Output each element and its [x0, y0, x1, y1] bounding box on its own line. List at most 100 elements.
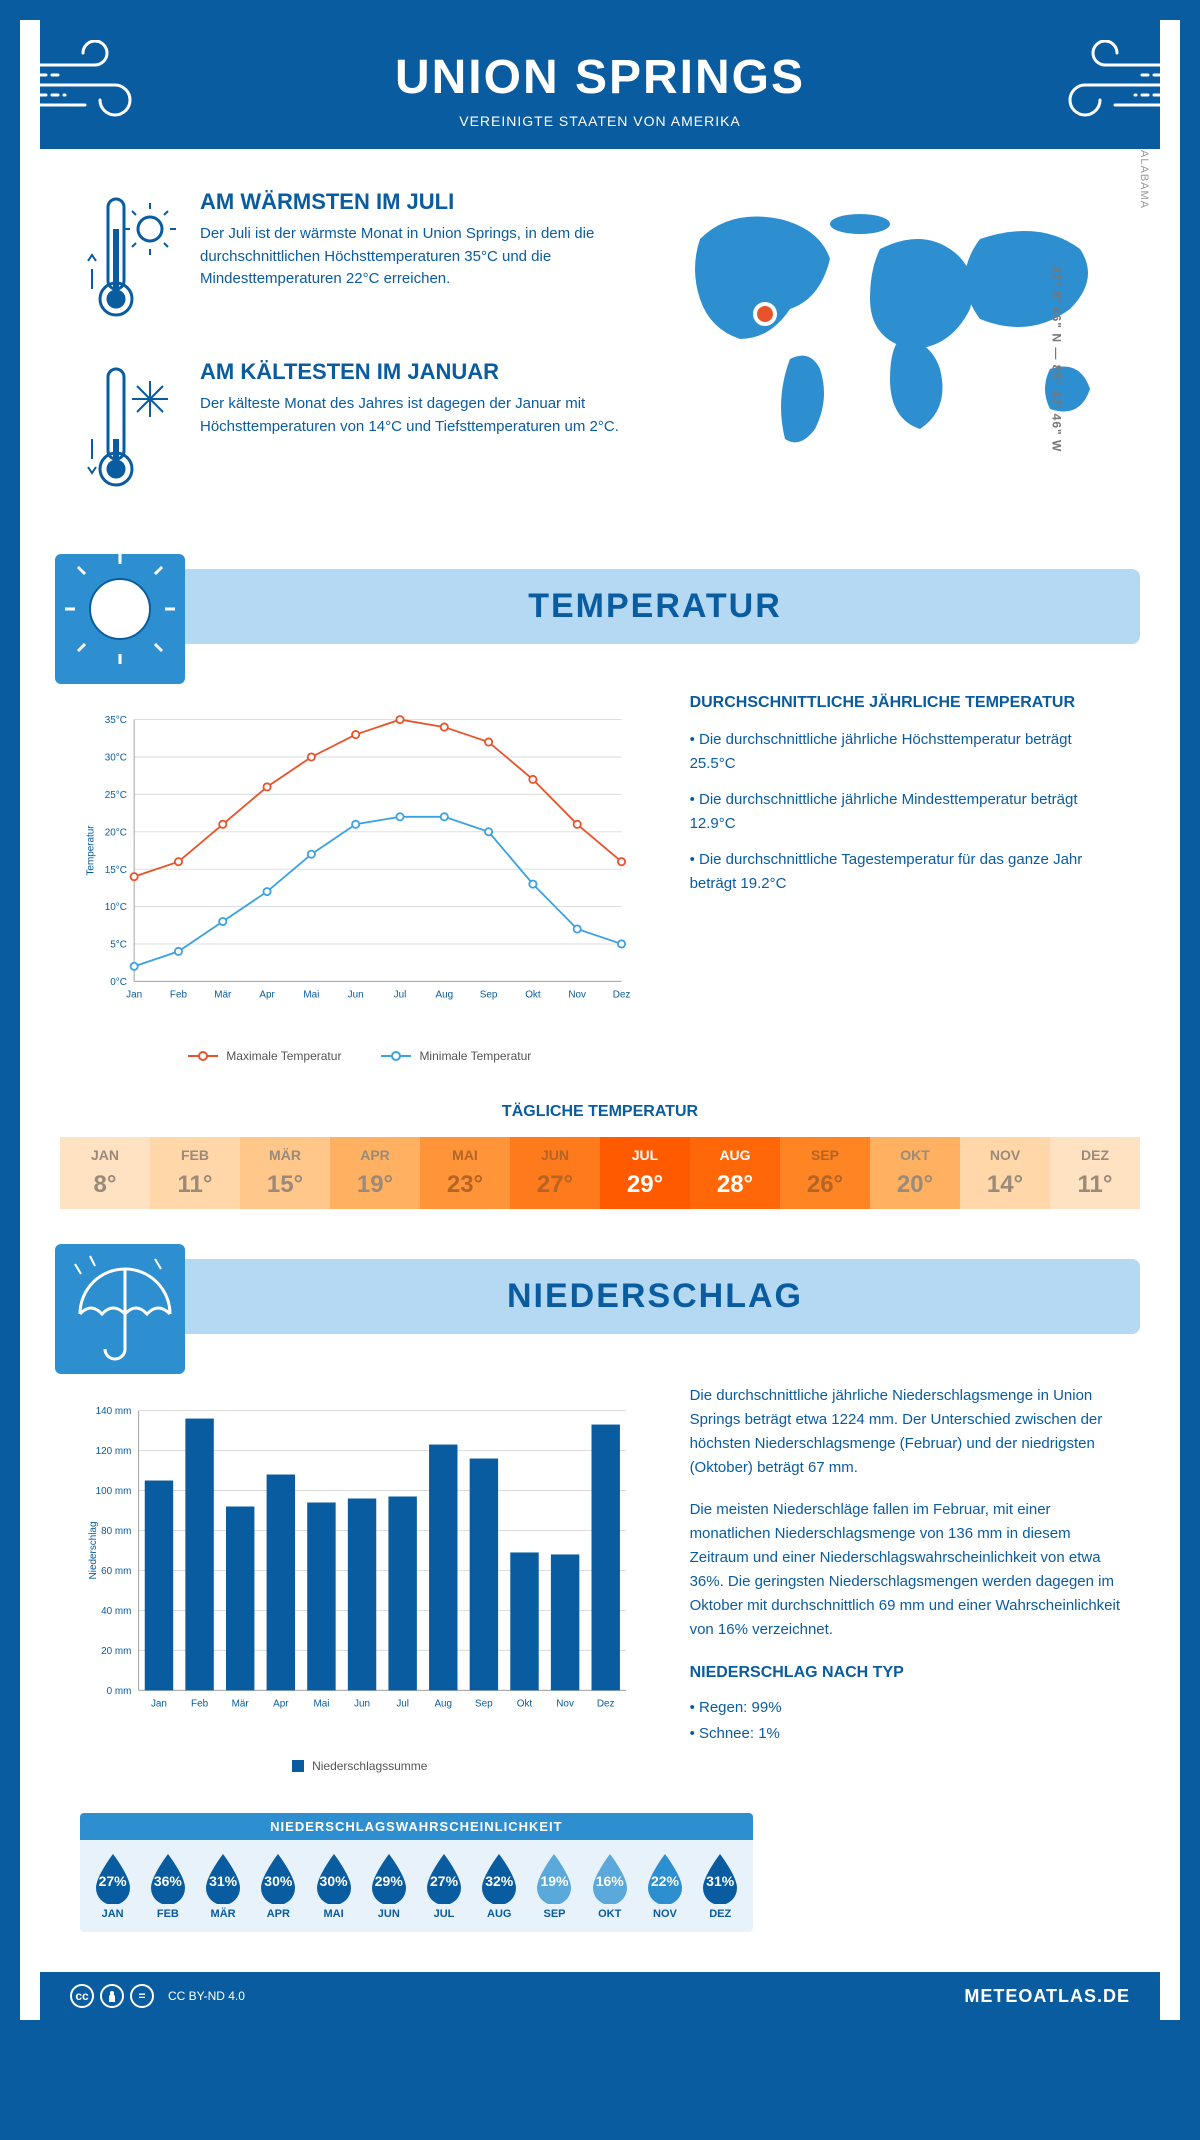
daily-temp-cell: APR19° — [330, 1137, 420, 1209]
svg-text:Jun: Jun — [354, 1699, 370, 1710]
prob-drop: 27%JAN — [86, 1852, 139, 1920]
svg-text:Sep: Sep — [475, 1699, 493, 1710]
precip-type-heading: NIEDERSCHLAG NACH TYP — [690, 1660, 1120, 1686]
svg-text:20 mm: 20 mm — [101, 1646, 131, 1657]
prob-drop: 27%JUL — [417, 1852, 470, 1920]
svg-text:Mär: Mär — [232, 1699, 250, 1710]
svg-text:5°C: 5°C — [110, 940, 127, 951]
svg-text:Nov: Nov — [556, 1699, 574, 1710]
svg-text:Mai: Mai — [303, 990, 319, 1001]
temperature-aside: DURCHSCHNITTLICHE JÄHRLICHE TEMPERATUR •… — [690, 694, 1120, 1063]
umbrella-icon — [55, 1244, 185, 1374]
prob-drop: 32%AUG — [473, 1852, 526, 1920]
svg-text:Temperatur: Temperatur — [86, 825, 97, 876]
svg-text:Mai: Mai — [313, 1699, 329, 1710]
warmest-heading: AM WÄRMSTEN IM JULI — [200, 189, 620, 215]
precip-text-2: Die meisten Niederschläge fallen im Febr… — [690, 1498, 1120, 1642]
svg-text:Apr: Apr — [273, 1699, 289, 1710]
svg-text:Dez: Dez — [613, 990, 631, 1001]
daily-temp-cell: JUN27° — [510, 1137, 600, 1209]
coldest-block: AM KÄLTESTEN IM JANUAR Der kälteste Mona… — [80, 359, 620, 499]
thermometer-hot-icon — [80, 189, 180, 329]
svg-text:Okt: Okt — [517, 1699, 533, 1710]
precip-heading: NIEDERSCHLAG — [200, 1277, 1110, 1316]
svg-text:Nov: Nov — [568, 990, 586, 1001]
daily-temp-cell: MÄR15° — [240, 1137, 330, 1209]
page-subtitle: VEREINIGTE STAATEN VON AMERIKA — [60, 113, 1140, 129]
svg-text:10°C: 10°C — [105, 902, 127, 913]
temp-aside-b1: • Die durchschnittliche jährliche Höchst… — [690, 728, 1120, 776]
precip-probability-box: NIEDERSCHLAGSWAHRSCHEINLICHKEIT 27%JAN36… — [80, 1813, 753, 1932]
legend-max: Maximale Temperatur — [226, 1049, 341, 1063]
precip-bar-chart: 0 mm 20 mm 40 mm 60 mm 80 mm 100 mm 120 mm 140 … — [80, 1384, 640, 1744]
svg-text:80 mm: 80 mm — [101, 1526, 131, 1537]
svg-text:15°C: 15°C — [105, 865, 127, 876]
precip-text-1: Die durchschnittliche jährliche Niedersc… — [690, 1384, 1120, 1480]
header-banner: UNION SPRINGS VEREINIGTE STAATEN VON AME… — [40, 20, 1160, 149]
svg-text:140 mm: 140 mm — [96, 1406, 132, 1417]
svg-text:Jul: Jul — [394, 990, 407, 1001]
daily-temp-cell: FEB11° — [150, 1137, 240, 1209]
temperature-line-chart: 0°C5°C10°C15°C20°C25°C30°C35°CJanFebMärA… — [80, 694, 640, 1034]
footer: cc = CC BY-ND 4.0 METEOATLAS.DE — [40, 1972, 1160, 2020]
svg-text:Niederschlag: Niederschlag — [88, 1522, 99, 1580]
warmest-text: Der Juli ist der wärmste Monat in Union … — [200, 223, 620, 291]
svg-text:60 mm: 60 mm — [101, 1566, 131, 1577]
svg-text:Jun: Jun — [348, 990, 364, 1001]
svg-text:Sep: Sep — [480, 990, 498, 1001]
sun-icon — [55, 554, 185, 684]
svg-text:Aug: Aug — [434, 1699, 452, 1710]
svg-text:Jul: Jul — [396, 1699, 409, 1710]
svg-text:100 mm: 100 mm — [96, 1486, 132, 1497]
daily-temp-cell: JUL29° — [600, 1137, 690, 1209]
wind-icon-right — [1030, 40, 1170, 130]
svg-text:Okt: Okt — [525, 990, 541, 1001]
footer-brand: METEOATLAS.DE — [964, 1986, 1130, 2007]
daily-temp-cell: AUG28° — [690, 1137, 780, 1209]
prob-drop: 31%MÄR — [196, 1852, 249, 1920]
temp-aside-b2: • Die durchschnittliche jährliche Mindes… — [690, 788, 1120, 836]
precip-legend: Niederschlagssumme — [80, 1759, 640, 1773]
cc-nd-icon: = — [130, 1984, 154, 2008]
precip-aside: Die durchschnittliche jährliche Niedersc… — [690, 1384, 1120, 1773]
warmest-block: AM WÄRMSTEN IM JULI Der Juli ist der wär… — [80, 189, 620, 329]
prob-drop: 29%JUN — [362, 1852, 415, 1920]
daily-temp-cell: MAI23° — [420, 1137, 510, 1209]
intro-section: AM WÄRMSTEN IM JULI Der Juli ist der wär… — [20, 149, 1180, 559]
temperature-heading: TEMPERATUR — [200, 587, 1110, 626]
temp-aside-b3: • Die durchschnittliche Tagestemperatur … — [690, 848, 1120, 896]
svg-text:120 mm: 120 mm — [96, 1446, 132, 1457]
svg-text:Mär: Mär — [214, 990, 232, 1001]
page-title: UNION SPRINGS — [60, 50, 1140, 105]
temperature-banner: TEMPERATUR — [60, 569, 1140, 644]
license-label: CC BY-ND 4.0 — [168, 1989, 245, 2003]
daily-temp-cell: SEP26° — [780, 1137, 870, 1209]
svg-text:40 mm: 40 mm — [101, 1606, 131, 1617]
daily-temp-cell: DEZ11° — [1050, 1137, 1140, 1209]
svg-text:0°C: 0°C — [110, 977, 127, 988]
wind-icon-left — [30, 40, 170, 130]
precip-type-2: • Schnee: 1% — [690, 1722, 1120, 1746]
prob-drop: 36%FEB — [141, 1852, 194, 1920]
prob-drop: 16%OKT — [583, 1852, 636, 1920]
svg-text:Aug: Aug — [435, 990, 453, 1001]
daily-temp-cell: JAN8° — [60, 1137, 150, 1209]
temp-legend: Maximale Temperatur Minimale Temperatur — [80, 1049, 640, 1063]
svg-text:0 mm: 0 mm — [107, 1686, 132, 1697]
coordinates-label: 32° 8' 46" N — 85° 42' 46" W — [1050, 266, 1064, 453]
precip-legend-label: Niederschlagssumme — [312, 1759, 427, 1773]
svg-text:Jan: Jan — [126, 990, 142, 1001]
precip-type-1: • Regen: 99% — [690, 1696, 1120, 1720]
svg-text:Feb: Feb — [191, 1699, 209, 1710]
coldest-text: Der kälteste Monat des Jahres ist dagege… — [200, 393, 620, 438]
prob-drop: 31%DEZ — [694, 1852, 747, 1920]
prob-drop: 19%SEP — [528, 1852, 581, 1920]
temp-aside-heading: DURCHSCHNITTLICHE JÄHRLICHE TEMPERATUR — [690, 694, 1120, 712]
coldest-heading: AM KÄLTESTEN IM JANUAR — [200, 359, 620, 385]
daily-temp-cell: OKT20° — [870, 1137, 960, 1209]
prob-drop: 30%MAI — [307, 1852, 360, 1920]
prob-heading: NIEDERSCHLAGSWAHRSCHEINLICHKEIT — [80, 1813, 753, 1840]
precip-banner: NIEDERSCHLAG — [60, 1259, 1140, 1334]
daily-temp-heading: TÄGLICHE TEMPERATUR — [60, 1103, 1140, 1121]
svg-text:25°C: 25°C — [105, 790, 127, 801]
